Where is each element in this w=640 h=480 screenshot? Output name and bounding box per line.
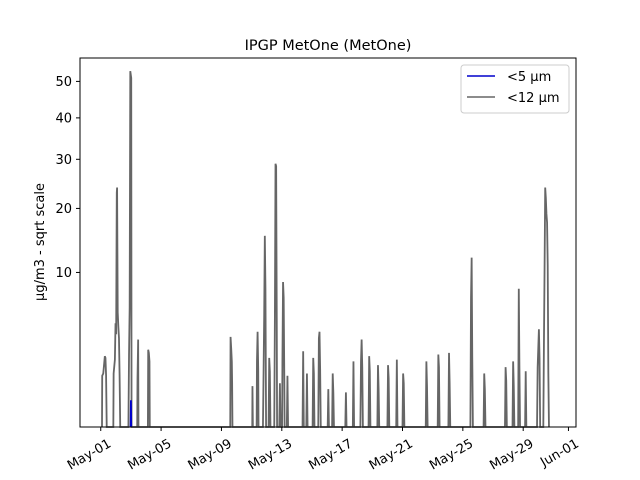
legend: <5 µm <12 µm (460, 64, 570, 114)
series-line-0 (129, 400, 133, 428)
y-axis: 10 20 30 40 50 (55, 75, 80, 281)
y-tick-label: 20 (55, 202, 72, 217)
plot-frame (79, 57, 577, 428)
y-tick-label: 40 (55, 111, 72, 126)
legend-box (460, 64, 570, 114)
chart-title: IPGP MetOne (MetOne) (245, 38, 412, 54)
legend-label-small-particles: <5 µm (507, 70, 551, 85)
y-tick-label: 50 (55, 75, 72, 90)
y-tick-label: 30 (55, 153, 72, 168)
legend-label-large-particles: <12 µm (507, 91, 560, 106)
y-axis-label: µg/m3 - sqrt scale (33, 183, 48, 301)
y-tick-label: 10 (55, 266, 72, 281)
